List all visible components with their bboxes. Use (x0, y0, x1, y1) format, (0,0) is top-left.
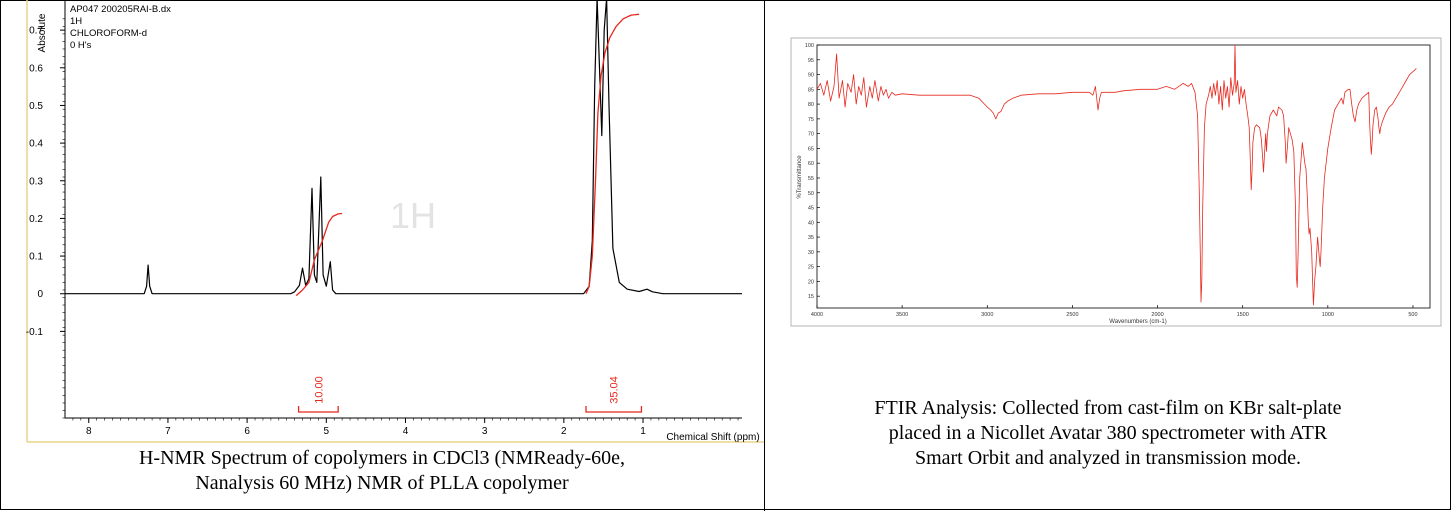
nmr-x-tick-label: 3 (482, 426, 488, 437)
ftir-caption-line: FTIR Analysis: Collected from cast-film … (874, 397, 1342, 419)
ftir-y-tick-label: 45 (808, 206, 814, 212)
ftir-y-tick-label: 50 (808, 191, 814, 197)
nmr-x-tick-label: 5 (324, 426, 330, 437)
nmr-integral-curve (295, 212, 343, 297)
ftir-y-tick-label: 15 (808, 294, 814, 300)
nmr-x-axis-label: Chemical Shift (ppm) (666, 432, 759, 443)
ftir-y-tick-label: 65 (808, 146, 814, 152)
nmr-spectrum-line (65, 0, 742, 295)
ftir-caption-line: Smart Orbit and analyzed in transmission… (914, 447, 1302, 469)
ftir-caption: FTIR Analysis: Collected from cast-film … (765, 396, 1451, 471)
ftir-x-tick-label: 2500 (1066, 312, 1078, 318)
ftir-x-tick-label: 1000 (1322, 312, 1334, 318)
nmr-y-tick-label: -0.1 (26, 327, 44, 338)
nmr-watermark: 1H (390, 195, 436, 236)
nmr-y-tick-label: 0.7 (29, 26, 43, 37)
ftir-x-tick-label: 3500 (896, 312, 908, 318)
ftir-y-tick-label: 80 (808, 102, 814, 108)
nmr-y-axis-label: Absolute (37, 13, 48, 52)
ftir-spectrum-line (816, 44, 1417, 306)
nmr-y-tick-label: 0.2 (29, 214, 43, 225)
ftir-spectrum-chart: 100 95 90 85 80 75 70 65 60 55 50 45 40 35 30 25 20 15 400… (790, 37, 1442, 327)
ftir-y-tick-label: 40 (808, 220, 814, 226)
nmr-integral-label: 10.00 (313, 376, 325, 404)
ftir-y-tick-label: 25 (808, 265, 814, 271)
nmr-x-tick-label: 6 (244, 426, 250, 437)
nmr-x-tick-label: 4 (403, 426, 409, 437)
ftir-x-tick-label: 2000 (1151, 312, 1163, 318)
nmr-y-tick-label: 0.4 (29, 139, 43, 150)
nmr-x-tick-label: 7 (165, 426, 171, 437)
nmr-spectrum-chart: 0.7 0.6 0.5 0.4 0.3 0.2 0.1 0 -0.1 8 7 6 5 4 3 2 1 10.00… (26, 0, 764, 443)
ftir-x-tick-label: 500 (1408, 312, 1417, 318)
nmr-x-tick-label: 1 (640, 426, 646, 437)
nmr-header-filename: AP047 200205RAI-B.dx (70, 4, 171, 15)
nmr-x-tick-label: 2 (561, 426, 567, 437)
ftir-y-tick-label: 85 (808, 87, 814, 93)
ftir-y-tick-label: 55 (808, 176, 814, 182)
ftir-y-axis-label: %Transmittance (797, 155, 803, 199)
ftir-y-tick-label: 100 (805, 43, 814, 49)
nmr-header-nucleus: 1H (70, 16, 82, 27)
nmr-integral-label: 35.04 (609, 376, 621, 404)
nmr-header-protons: 0 H's (70, 40, 92, 51)
nmr-caption: H-NMR Spectrum of copolymers in CDCl3 (N… (0, 446, 764, 496)
ftir-y-tick-label: 90 (808, 73, 814, 79)
ftir-y-tick-label: 60 (808, 161, 814, 167)
ftir-caption-line: placed in a Nicollet Avatar 380 spectrom… (888, 422, 1328, 444)
ftir-y-tick-label: 95 (808, 58, 814, 64)
nmr-caption-line: Nanalysis 60 MHz) NMR of PLLA copolymer (195, 472, 569, 494)
nmr-integral-bracket (585, 406, 643, 413)
ftir-y-tick-label: 70 (808, 132, 814, 138)
nmr-y-tick-label: 0 (37, 289, 43, 300)
ftir-y-tick-label: 35 (808, 235, 814, 241)
ftir-x-tick-label: 3000 (981, 312, 993, 318)
nmr-integral-curve (585, 13, 640, 294)
panel-divider (764, 0, 765, 511)
nmr-y-tick-label: 0.5 (29, 101, 43, 112)
ftir-plot-area (816, 44, 1431, 309)
nmr-integral-bracket (297, 406, 339, 413)
ftir-x-axis-label: Wavenumbers (cm-1) (1109, 319, 1166, 325)
nmr-header-solvent: CHLOROFORM-d (70, 28, 147, 39)
ftir-y-tick-label: 20 (808, 279, 814, 285)
ftir-y-tick-label: 75 (808, 117, 814, 123)
nmr-y-tick-label: 0.1 (29, 252, 43, 263)
nmr-x-tick-label: 8 (86, 426, 92, 437)
nmr-caption-line: H-NMR Spectrum of copolymers in CDCl3 (N… (138, 447, 626, 469)
nmr-integral-marker: 35.04 (585, 376, 643, 413)
ftir-x-tick-label: 4000 (811, 312, 823, 318)
nmr-header: AP047 200205RAI-B.dx 1H CHLOROFORM-d 0 H… (70, 4, 171, 51)
nmr-y-tick-label: 0.6 (29, 63, 43, 74)
ftir-x-tick-label: 1500 (1237, 312, 1249, 318)
nmr-integral-marker: 10.00 (297, 376, 339, 413)
ftir-y-tick-label: 30 (808, 250, 814, 256)
nmr-y-tick-label: 0.3 (29, 176, 43, 187)
